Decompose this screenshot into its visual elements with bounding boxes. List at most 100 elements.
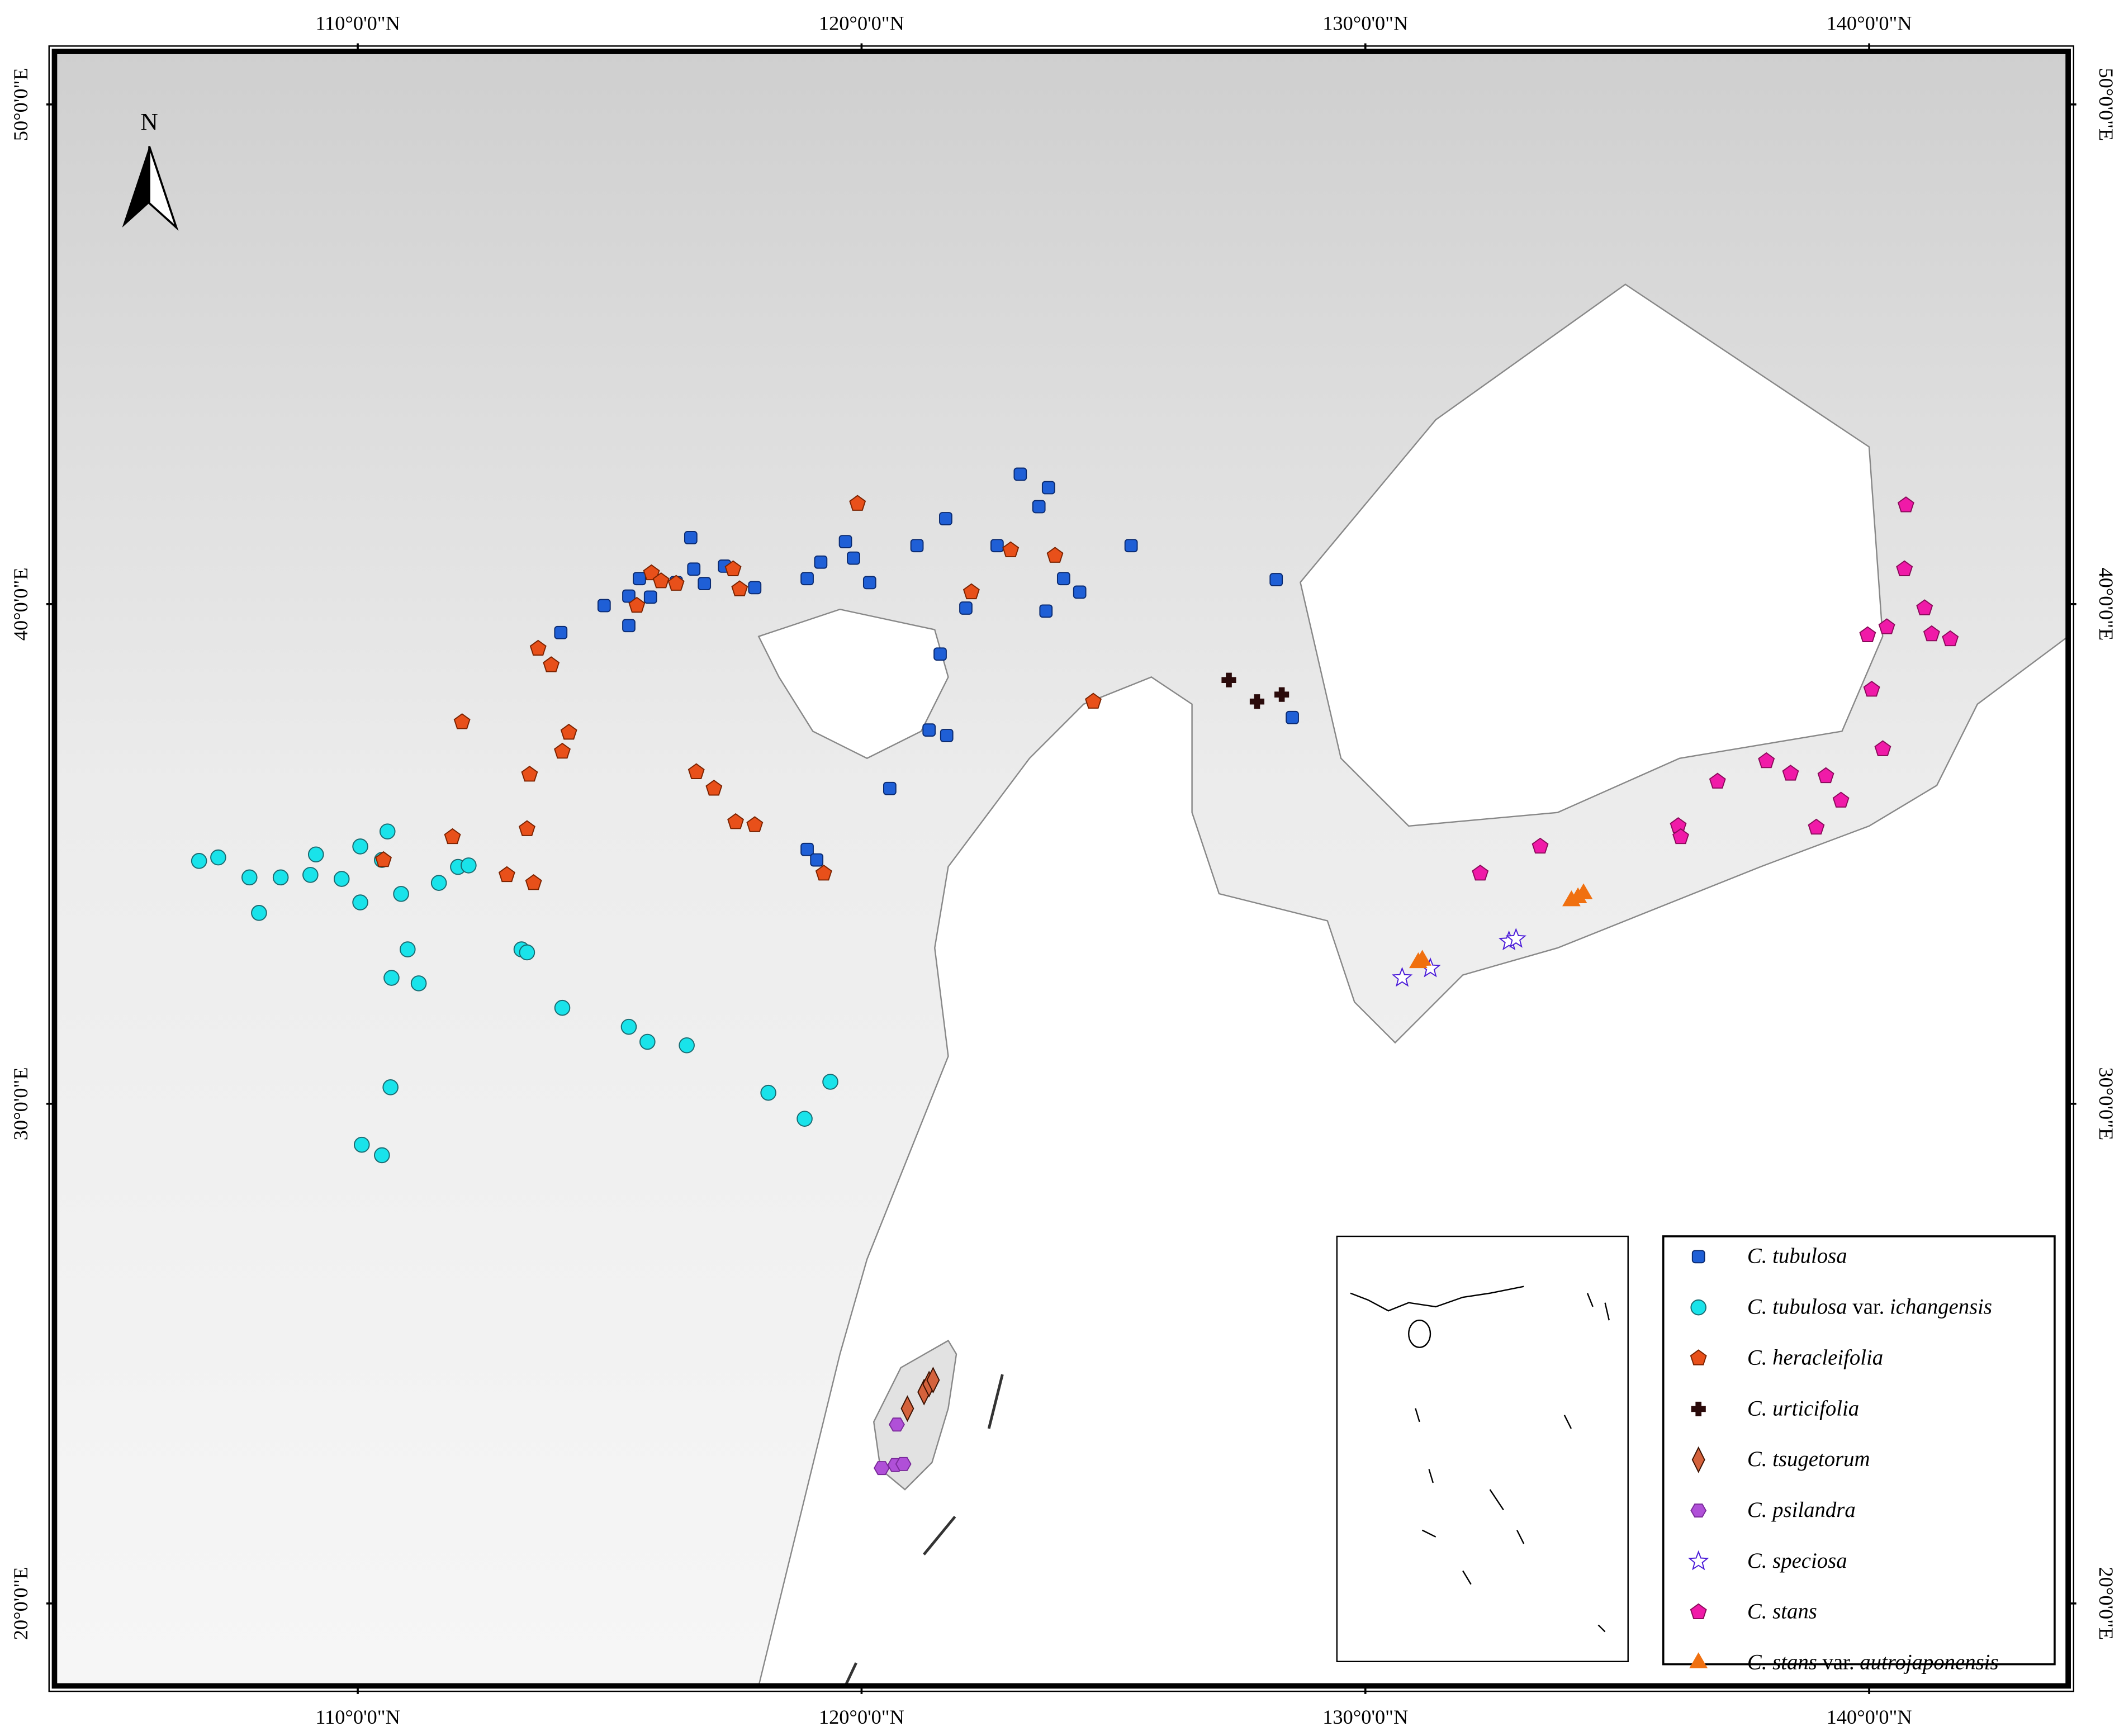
marker-square — [1041, 481, 1055, 495]
marker-pentagon — [1472, 864, 1489, 881]
marker-pentagon — [1085, 692, 1102, 709]
marker-square — [1013, 467, 1027, 481]
marker-circle — [519, 944, 535, 961]
marker-square — [1124, 539, 1138, 553]
marker-pentagon — [1817, 767, 1834, 784]
marker-square — [1032, 500, 1046, 514]
marker-circle — [379, 823, 396, 839]
y-tick-label: 30°0'0"E — [10, 1067, 32, 1140]
marker-pentagon — [1859, 626, 1876, 642]
marker-star — [1505, 928, 1526, 948]
marker-circle — [679, 1037, 695, 1054]
legend-text: C. psilandra — [1747, 1498, 1856, 1522]
marker-square — [933, 647, 947, 661]
marker-pentagon — [1709, 772, 1726, 789]
marker-square — [810, 853, 824, 867]
marker-square — [939, 512, 952, 525]
marker-square — [1286, 710, 1299, 724]
inset-map — [1336, 1235, 1629, 1662]
marker-cross — [1274, 687, 1289, 702]
y-tick-label: 40°0'0"E — [2095, 567, 2117, 641]
marker-pentagon — [643, 564, 660, 581]
marker-star — [1391, 966, 1413, 987]
marker-square — [959, 601, 973, 615]
frame-outer — [48, 45, 2075, 1692]
marker-square — [622, 619, 636, 633]
marker-pentagon — [1832, 791, 1850, 808]
marker-pentagon — [554, 742, 571, 759]
legend-text: var. — [1817, 1650, 1860, 1674]
marker-circle — [620, 1018, 637, 1035]
marker-diamond — [926, 1367, 940, 1394]
legend-text: C. heracleifolia — [1747, 1345, 1883, 1369]
marker-square — [1691, 1250, 1705, 1264]
marker-triangle — [1574, 883, 1593, 899]
marker-diamond — [900, 1395, 914, 1422]
marker-circle — [251, 905, 267, 921]
legend-text: C. tsugetorum — [1747, 1447, 1870, 1471]
marker-pentagon — [1874, 740, 1891, 756]
marker-square — [847, 551, 860, 565]
marker-pentagon — [849, 495, 866, 511]
marker-square — [862, 576, 876, 590]
x-tick-label: 140°0'0"N — [1827, 1706, 1912, 1728]
legend-text: C. urticifolia — [1747, 1396, 1859, 1420]
legend-entry: C. heracleifolia — [1747, 1345, 1883, 1369]
marker-cross — [1249, 694, 1265, 709]
legend-text: C. tubulosa — [1747, 1295, 1847, 1319]
marker-hexagon — [1690, 1503, 1707, 1518]
marker-pentagon — [727, 813, 745, 829]
marker-pentagon — [1878, 618, 1895, 634]
marker-cross — [1221, 672, 1236, 687]
marker-pentagon — [1863, 680, 1880, 697]
legend-entry: C. speciosa — [1747, 1549, 1847, 1573]
marker-pentagon — [1897, 496, 1914, 513]
marker-pentagon — [1923, 625, 1940, 642]
legend-text: ichangensis — [1890, 1295, 1992, 1319]
marker-pentagon — [1942, 630, 1959, 647]
marker-pentagon — [529, 639, 547, 656]
legend-text: C. stans — [1747, 1650, 1817, 1674]
marker-square — [800, 572, 814, 586]
marker-circle — [796, 1111, 813, 1127]
legend-entry: C. urticifolia — [1747, 1396, 1859, 1420]
marker-pentagon — [1002, 541, 1020, 558]
x-tick-label: 120°0'0"N — [819, 12, 904, 34]
marker-star — [1688, 1550, 1709, 1571]
marker-pentagon — [543, 656, 560, 672]
legend-entry: C. stans — [1747, 1600, 1817, 1624]
marker-circle — [272, 869, 289, 886]
marker-circle — [352, 894, 368, 910]
marker-pentagon — [628, 596, 646, 613]
marker-pentagon — [1896, 560, 1913, 576]
marker-circle — [554, 999, 571, 1016]
occurrence-points — [191, 467, 1959, 1476]
legend-text: C. speciosa — [1747, 1549, 1847, 1573]
marker-triangle — [1413, 950, 1431, 966]
legend — [1662, 1235, 2056, 1666]
marker-pentagon — [1758, 752, 1775, 769]
marker-pentagon — [1916, 599, 1933, 615]
x-tick-label: 130°0'0"N — [1322, 12, 1408, 34]
marker-circle — [461, 857, 477, 874]
marker-pentagon — [453, 713, 471, 729]
marker-pentagon — [724, 560, 742, 576]
x-tick-label: 140°0'0"N — [1827, 12, 1912, 34]
marker-pentagon — [518, 820, 535, 836]
frame — [51, 49, 2071, 1689]
y-tick-label: 50°0'0"E — [2095, 68, 2117, 141]
marker-pentagon — [375, 851, 392, 867]
marker-pentagon — [521, 765, 538, 782]
marker-circle — [430, 875, 447, 891]
marker-circle — [210, 849, 226, 866]
marker-pentagon — [688, 763, 705, 779]
marker-square — [922, 723, 936, 737]
marker-pentagon — [705, 779, 723, 796]
marker-square — [990, 539, 1004, 553]
marker-circle — [639, 1033, 656, 1050]
legend-entry: C. stans var. autrojaponensis — [1747, 1650, 1999, 1674]
marker-circle — [353, 1136, 370, 1153]
x-tick-label: 120°0'0"N — [819, 1706, 904, 1728]
marker-square — [622, 589, 636, 603]
marker-circle — [400, 941, 416, 957]
